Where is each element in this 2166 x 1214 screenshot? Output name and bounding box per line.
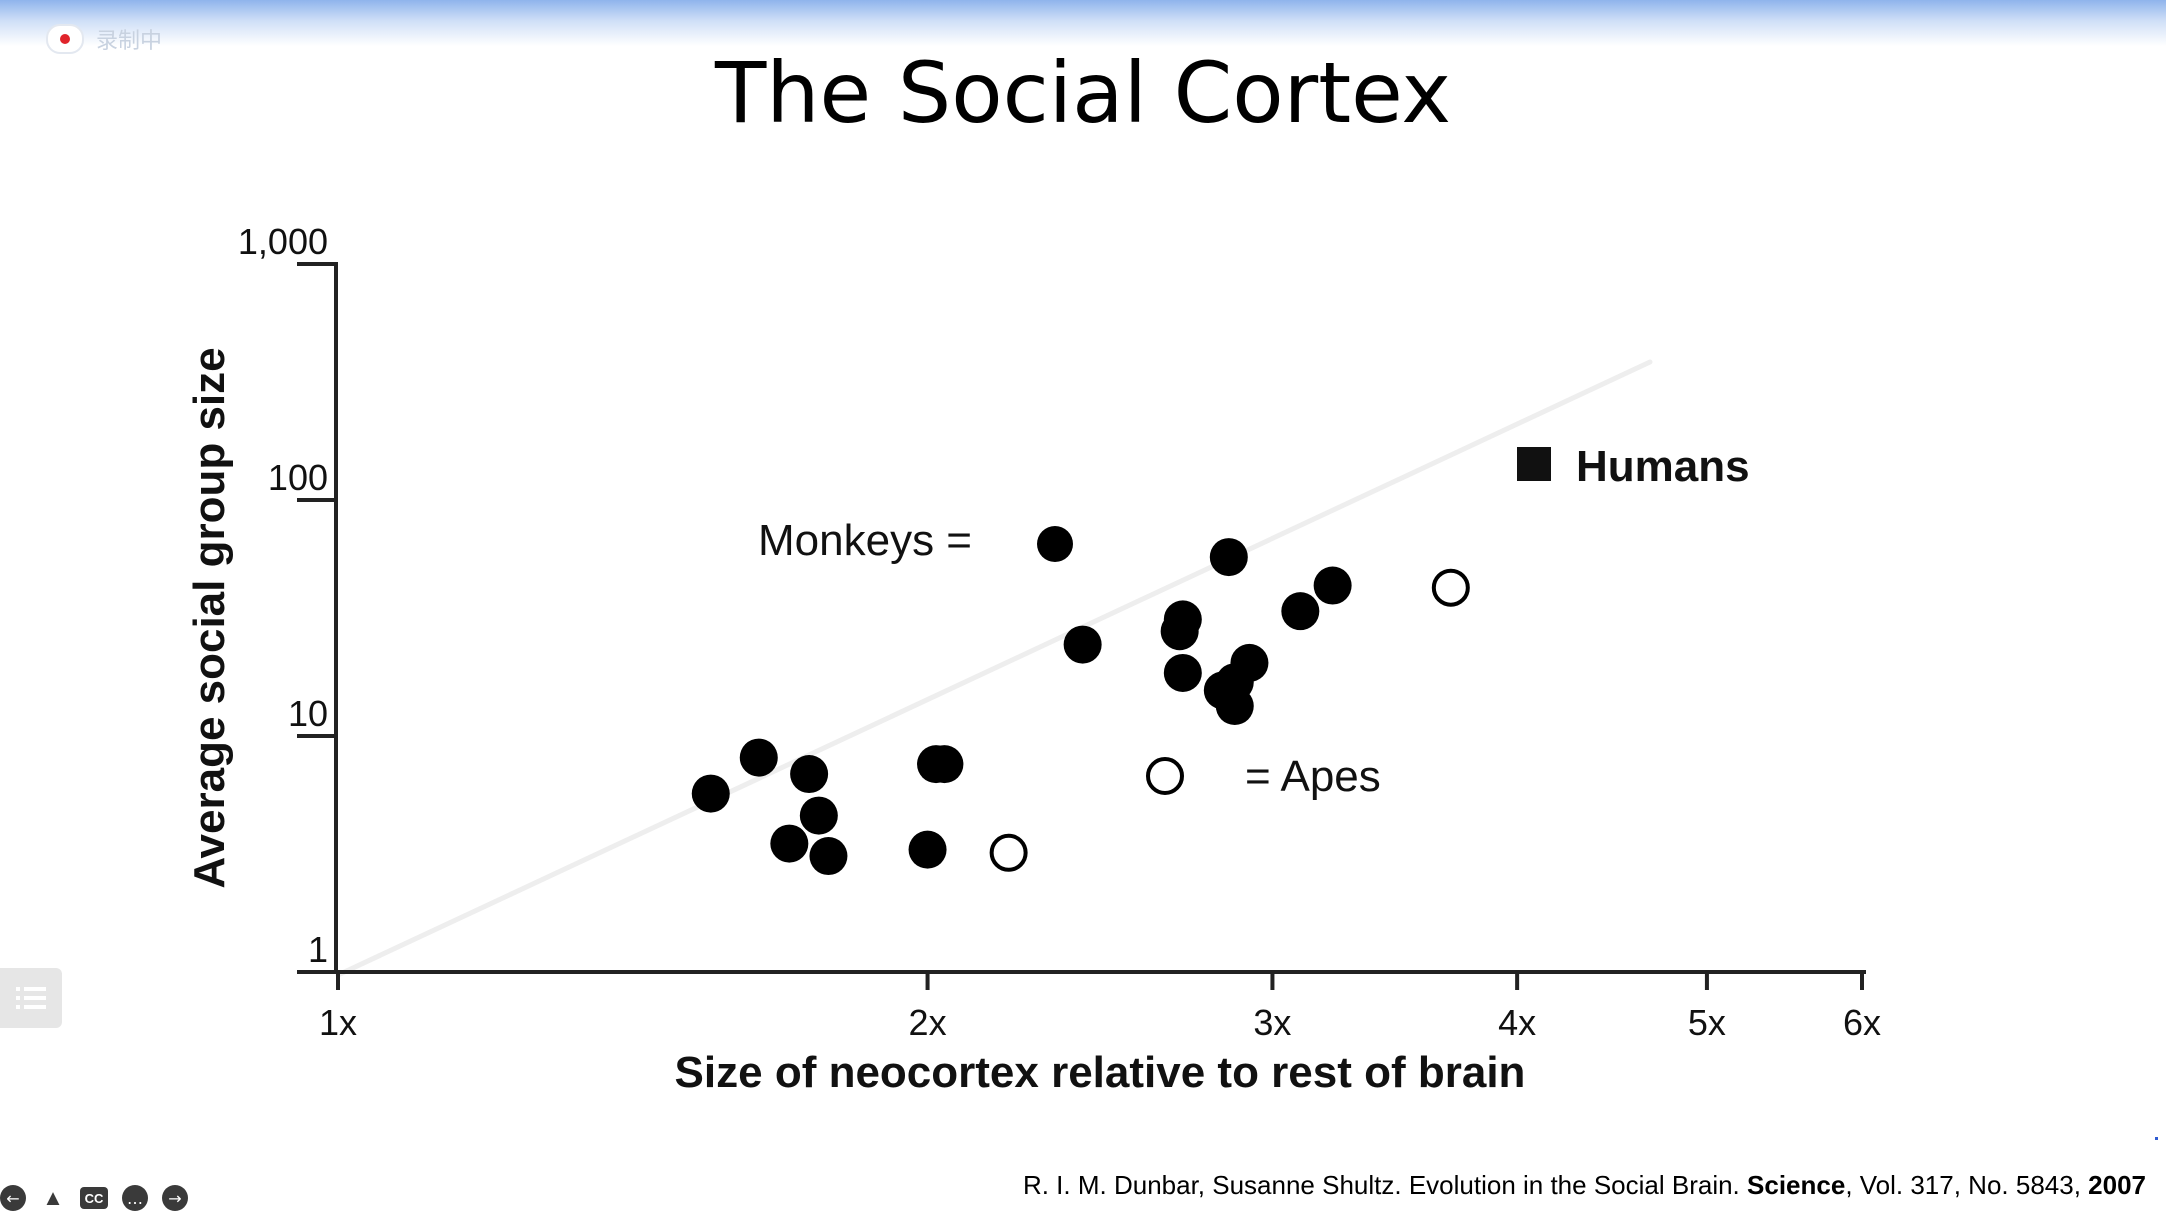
x-tick-label: 4x [1498,1002,1536,1043]
legend-monkeys-label: Monkeys = [758,516,972,565]
y-tick-label: 10 [288,693,328,734]
monkeys-point [790,755,829,794]
y-axis-title: Average social group size [185,347,234,888]
monkeys-point [809,837,848,876]
monkeys-point [739,738,778,777]
recording-label: 录制中 [96,29,163,54]
monkeys-point [1215,687,1254,726]
monkeys-point [1063,625,1102,664]
x-tick-label: 2x [909,1002,947,1043]
legend-humans-marker [1517,447,1551,481]
citation-journal: Science [1747,1170,1846,1200]
slide-title: The Social Cortex [714,44,1452,142]
recording-icon [46,24,84,54]
side-menu-button[interactable] [0,968,62,1028]
y-axis-ticks: 1 10 100 1,000 [238,221,336,974]
x-tick-label: 5x [1688,1002,1726,1043]
x-axis-ticks: 1x 2x 3x 4x 5x 6x [319,972,1881,1043]
x-tick-label: 3x [1253,1002,1291,1043]
monkeys-point [925,745,964,784]
more-icon[interactable]: … [122,1185,148,1211]
apes-point [1431,568,1470,607]
monkeys-point [770,824,809,863]
monkeys-point [1281,592,1320,631]
monkeys-point [1230,643,1269,682]
x-tick-label: 6x [1843,1002,1881,1043]
recording-indicator[interactable]: 录制中 [46,24,162,54]
legend-apes-label: = Apes [1245,752,1381,801]
cursor-dot [2155,1137,2158,1140]
monkeys-point [1163,653,1202,692]
y-tick-label: 100 [268,457,328,498]
cc-button[interactable]: CC [80,1187,108,1209]
legend-monkeys-marker [1037,526,1073,562]
monkeys-point [1313,566,1352,605]
monkeys-point [691,774,730,813]
legend-humans-label: Humans [1576,442,1750,491]
y-tick-label: 1 [308,929,328,970]
presentation-toolbar: ← ▲ CC … → [0,1182,188,1214]
monkeys-point [799,796,838,835]
x-tick-label: 1x [319,1002,357,1043]
trend-line [335,359,1653,978]
citation-authors: R. I. M. Dunbar, Susanne Shultz. Evoluti… [1022,1170,1748,1200]
citation: R. I. M. Dunbar, Susanne Shultz. Evoluti… [1023,1170,2146,1201]
y-tick-label: 1,000 [238,221,328,262]
arrow-right-icon[interactable]: → [162,1185,188,1211]
legend-apes-marker [1146,757,1184,795]
list-icon [16,987,46,1009]
apes-point [989,833,1028,872]
data-points [691,538,1470,876]
citation-year: 2007 [2088,1170,2146,1200]
x-axis-title: Size of neocortex relative to rest of br… [675,1048,1526,1097]
arrow-left-icon[interactable]: ← [0,1185,26,1211]
monkeys-point [1163,600,1202,639]
monkeys-point [1209,538,1248,577]
monkeys-point [908,830,947,869]
window-top-bar [0,0,2166,46]
citation-details: , Vol. 317, No. 5843, [1845,1170,2089,1200]
person-icon[interactable]: ▲ [42,1185,64,1210]
